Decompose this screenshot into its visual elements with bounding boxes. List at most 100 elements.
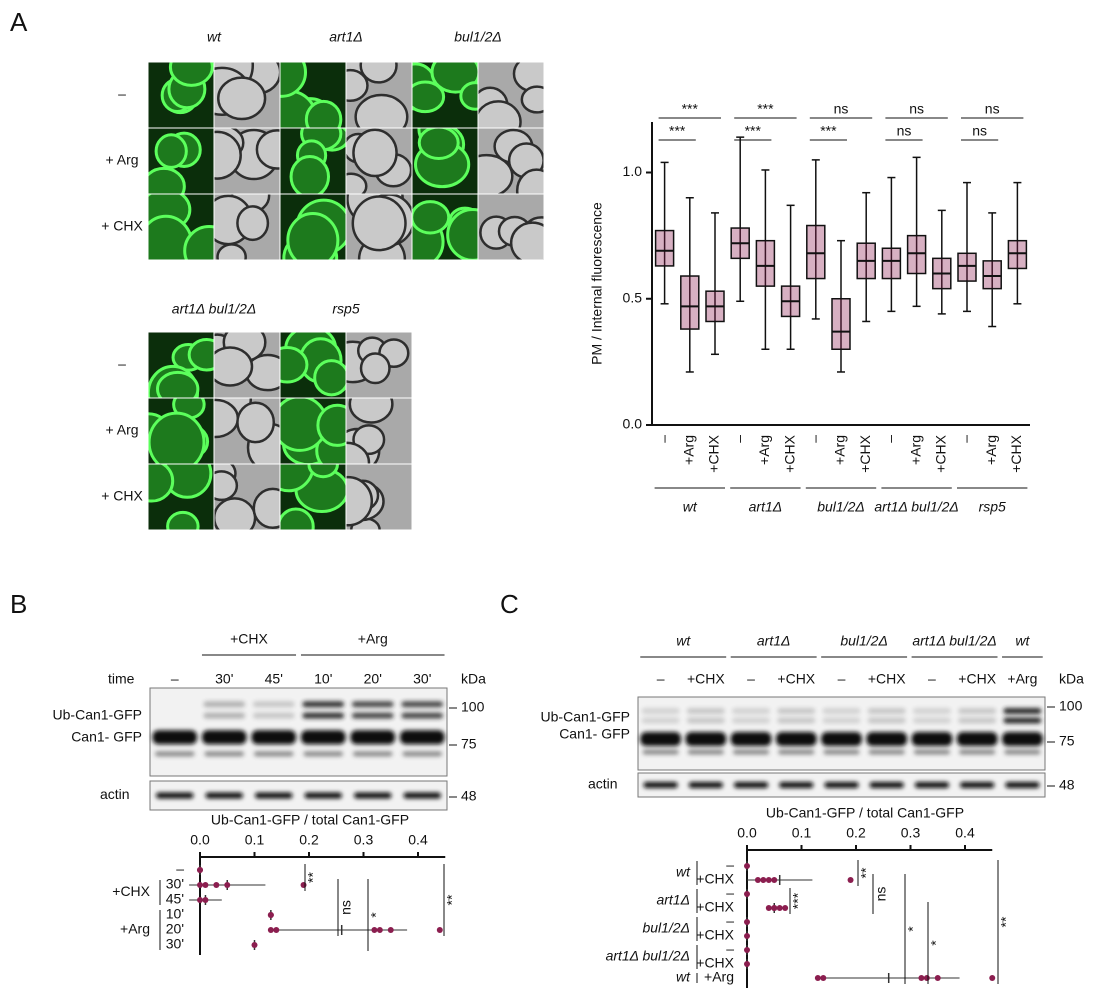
significance-label: ns [972,123,987,139]
band [867,717,906,724]
condition-label: – [118,86,126,102]
x-tick-label: +CHX [781,434,797,472]
brightfield-image [478,128,544,194]
band [911,732,953,747]
band [640,732,681,747]
cell [252,487,280,530]
cell [286,212,340,260]
marker-label: 100 [461,699,485,715]
data-point [197,897,203,903]
x-tick-label: 0.1 [245,832,265,848]
x-tick-label: +Arg [983,435,999,465]
band [204,751,245,757]
band [403,792,442,799]
data-point [771,905,778,911]
band [303,751,344,757]
x-tick-label: +CHX [933,434,949,472]
group-label: +CHX [230,631,268,647]
data-point [251,942,258,948]
data-point [744,947,750,953]
data-point [918,975,925,981]
brightfield-image [346,332,412,398]
cell [166,510,200,530]
x-tick-label: 0.2 [299,832,319,848]
cell [255,129,280,170]
data-point [267,927,274,933]
data-point [765,905,772,911]
loading-label: actin [588,776,618,792]
data-point [847,877,854,883]
brightfield-image [214,398,280,464]
significance-label: ** [998,916,1014,927]
significance-label: *** [682,101,699,117]
time-label: time [108,671,135,687]
band [958,707,997,714]
group-label: rsp5 [979,499,1006,515]
data-point [744,891,750,897]
gfp-image [280,128,346,194]
band [685,732,727,747]
band [251,730,297,745]
group-label: wt [676,864,691,880]
band [732,707,771,714]
blot-frame [149,687,448,777]
brightfield-image [346,398,412,464]
data-point [934,975,941,981]
significance-label: *** [790,892,806,909]
data-point [989,975,996,981]
row-label: +CHX [696,899,734,915]
gfp-image [280,62,346,128]
band [1003,707,1042,714]
data-point [202,882,209,888]
cell [515,168,544,194]
group-label: bul1/2Δ [840,633,888,649]
row-label: – [176,861,184,877]
row-label: – [726,941,734,957]
significance-label: * [928,940,944,946]
gfp-image [280,194,346,260]
band [822,707,861,714]
row-label: – [726,885,734,901]
brightfield-image [346,128,412,194]
cell [316,403,346,447]
group-label: bul1/2Δ [642,920,690,936]
box [881,247,902,280]
group-label: wt [676,633,691,649]
box [906,234,927,275]
row-label: +CHX [696,955,734,971]
band [201,730,247,745]
group-label: wt [683,499,698,515]
band [866,732,908,747]
significance-label: ns [834,101,849,117]
row-label: +CHX [696,871,734,887]
kda-label: kDa [461,671,486,687]
gfp-image [148,464,214,530]
x-tick-label: 0.0 [190,832,210,848]
band-label: Can1- GFP [559,726,630,742]
row-label: 30' [166,936,184,952]
cell [280,346,309,384]
panel-label: C [500,589,519,619]
cell [478,153,514,194]
lane-label: +CHX [958,671,996,687]
kda-label: kDa [1059,671,1084,687]
significance-label: ** [858,867,874,878]
gfp-image [412,194,478,260]
band [732,717,771,724]
band [641,717,680,724]
band [687,749,724,755]
band [300,730,346,745]
x-tick-label: +CHX [706,434,722,472]
condition-label: + CHX [101,488,143,504]
data-point [436,927,443,933]
band [351,712,394,719]
band [203,701,246,708]
cell [351,195,407,252]
row-label: +CHX [696,927,734,943]
box [957,252,977,282]
data-point [765,877,772,883]
cell [359,352,391,385]
brightfield-image [214,332,280,398]
band [912,717,951,724]
